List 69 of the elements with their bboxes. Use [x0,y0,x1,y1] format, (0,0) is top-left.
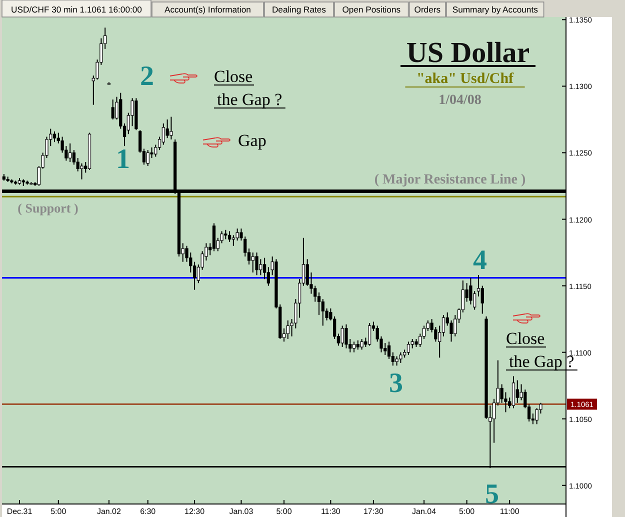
candlestick [111,98,114,120]
candlestick [314,285,317,302]
x-tick-label: Jan.04 [412,507,437,516]
candlestick [251,252,254,273]
ref-line-label: ( Major Resistance Line ) [374,172,526,188]
candlestick [228,230,232,242]
candlestick [80,162,84,180]
candlestick [192,261,196,290]
annotation: 3 [389,368,403,399]
candlestick [356,340,360,350]
x-tick-label: 6:30 [140,507,156,516]
candlestick [212,222,216,252]
annotation: 1/04/08 [438,93,482,108]
candlestick [166,118,169,139]
text: Summary by Accounts [452,4,538,14]
ref-line-label: ( Support ) [18,200,78,216]
candlestick [399,352,402,364]
candlestick [68,142,72,163]
annotation: 5 [485,479,499,510]
candlestick [286,320,290,340]
candlestick [352,341,356,353]
x-tick-label: 5:00 [459,507,476,516]
candlestick [224,229,228,240]
candlestick [262,257,266,280]
x-tick-label: Jan.03 [229,507,254,516]
candlestick [244,236,247,258]
text: "aka" Usd/Chf [416,71,515,87]
candlestick [406,341,410,356]
candlestick [72,150,76,166]
candlestick [170,116,173,140]
x-tick-label: Jan.02 [96,507,122,516]
x-tick-label: 5:00 [276,507,292,516]
candlestick [410,338,414,349]
x-tick-label: 12:30 [184,507,206,516]
x-tick-label: 11:00 [500,507,520,516]
candlestick [255,252,258,276]
text: Account(s) Information [164,4,252,14]
candlestick [512,376,516,409]
candlestick [317,292,321,316]
annotation: Close the Gap ? [214,67,282,109]
candlestick [146,150,150,167]
candlestick [232,234,235,246]
candlestick [395,356,398,366]
candlestick [387,341,391,360]
text: Open Positions [342,4,401,14]
candlestick [480,285,484,314]
text: Orders [414,4,441,14]
candlestick [344,324,348,349]
x-tick-label: Dec.31 [6,507,33,516]
candlestick [384,342,387,356]
candlestick [259,258,262,276]
x-tick-label: 17:30 [363,507,384,516]
annotation: Gap [238,131,266,150]
candlestick [516,380,519,404]
candlestick [321,298,324,326]
x-tick-label: 11:30 [320,507,341,516]
candlestick [368,322,372,346]
annotation: 2 [140,61,154,92]
candlestick [360,338,364,350]
annotation: 4 [473,245,487,276]
x-tick-label: 5:00 [50,507,67,516]
candlestick [333,316,336,340]
text: USD/CHF 30 min 1.1061 16:00:00 [11,4,142,14]
text: US Dollar [406,37,530,69]
text: Dealing Rates [272,4,326,14]
candlestick [52,130,56,143]
candlestick [340,325,344,348]
candlestick [162,122,165,146]
annotation: 1 [116,144,130,175]
